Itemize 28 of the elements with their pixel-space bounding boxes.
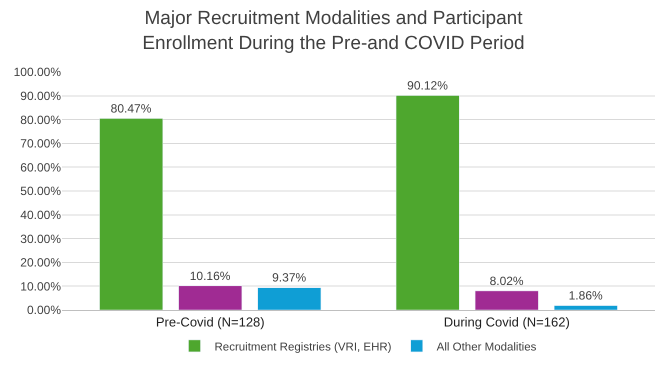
- bar: [99, 118, 164, 310]
- bar: [178, 286, 242, 310]
- legend-label: All Other Modalities: [436, 341, 537, 354]
- bar: [257, 287, 322, 310]
- data-label: 80.47%: [110, 101, 152, 116]
- x-tick-label: During Covid (N=162): [444, 314, 570, 330]
- y-tick-label: 80.00%: [20, 112, 62, 127]
- legend-label: Recruitment Registries (VRI, EHR): [214, 341, 392, 354]
- bar: [554, 305, 618, 310]
- y-tick-label: 100.00%: [14, 65, 62, 80]
- y-tick-label: 50.00%: [20, 184, 62, 198]
- chart-title: Major Recruitment Modalities and Participant Enrollment During the Pre-and COVID Period: [142, 8, 525, 54]
- y-tick-label: 40.00%: [20, 208, 62, 222]
- data-label: 10.16%: [190, 268, 231, 283]
- x-tick-label: Pre-Covid (N=128): [156, 314, 265, 330]
- y-tick-label: 90.00%: [20, 89, 62, 103]
- data-label: 90.12%: [407, 78, 448, 93]
- data-label: 1.86%: [568, 288, 603, 303]
- y-tick-label: 20.00%: [20, 256, 62, 270]
- y-tick-label: 10.00%: [20, 279, 62, 294]
- y-tick-label: 60.00%: [20, 160, 62, 174]
- bar: [474, 290, 539, 310]
- data-label: 8.02%: [490, 274, 524, 288]
- y-tick-label: 0.00%: [26, 303, 62, 318]
- y-tick-label: 30.00%: [20, 232, 62, 246]
- y-tick-label: 70.00%: [20, 136, 62, 151]
- data-label: 9.37%: [272, 270, 306, 285]
- bar: [396, 95, 460, 310]
